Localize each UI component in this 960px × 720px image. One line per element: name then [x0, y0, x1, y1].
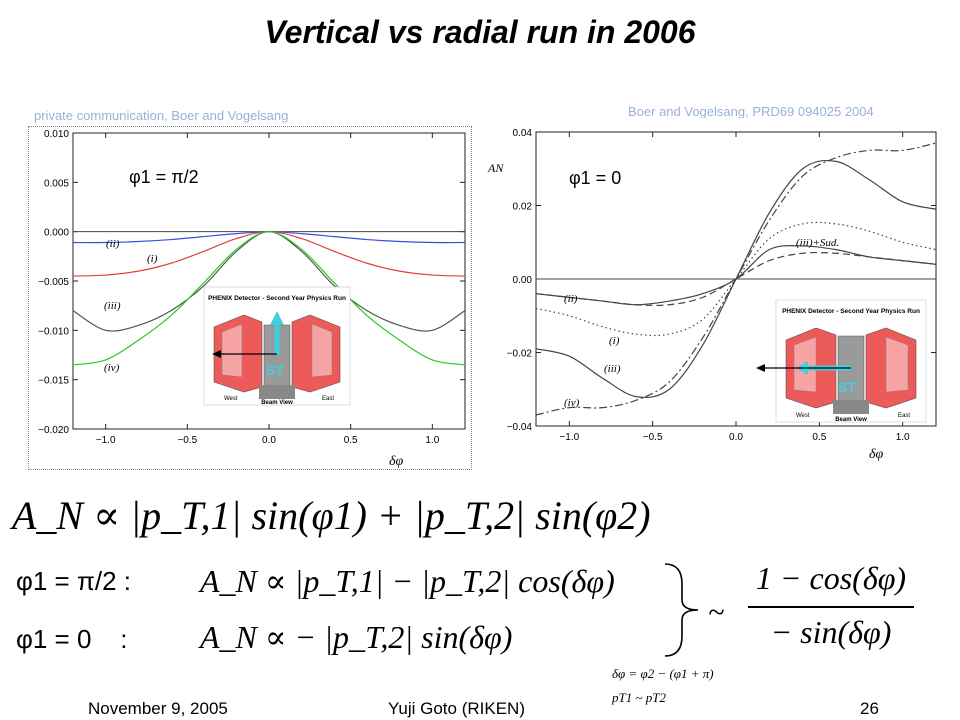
slide-title: Vertical vs radial run in 2006: [264, 14, 696, 50]
pt-relation: pT1 ~ pT2: [612, 690, 666, 705]
left-y-tick-label-2: 0.000: [44, 228, 69, 239]
left-x-tick-label-0: −1.0: [96, 435, 116, 446]
right-brace: [664, 563, 699, 657]
left-credit: private communication, Boer and Vogelsan…: [34, 108, 289, 123]
case1-row: φ1 = π/2 :: [16, 566, 131, 597]
right-series-4: [535, 245, 937, 306]
right-curve-label-sud: (iii)+Sud.: [796, 237, 839, 249]
main-equation: A_N ∝ |p_T,1| sin(φ1) + |p_T,2| sin(φ2): [12, 493, 651, 538]
left-y-tick-label-0: 0.010: [44, 129, 69, 140]
left-curve-label-i: (i): [147, 253, 158, 265]
left-x-axis-label: δφ: [389, 454, 404, 469]
right-credit: Boer and Vogelsang, PRD69 094025 2004: [628, 104, 874, 119]
left-curve-label-iv: (iv): [104, 362, 120, 374]
ratio-numerator: 1 − cos(δφ): [755, 560, 907, 596]
left-y-tick-label-1: 0.005: [44, 178, 69, 189]
footer-author: Yuji Goto (RIKEN): [388, 699, 525, 718]
right-x-tick-label-0: −1.0: [559, 432, 579, 443]
left-curve-label-iii: (iii): [104, 300, 121, 312]
right-inset-title: PHENIX Detector - Second Year Physics Ru…: [782, 308, 920, 315]
left-condition-label: φ1 = π/2: [129, 167, 199, 187]
right-detector-inset: PHENIX Detector - Second Year Physics Ru…: [756, 299, 927, 423]
right-y-tick-label-1: 0.02: [513, 202, 533, 213]
right-x-tick-label-2: 0.0: [729, 432, 743, 443]
left-spin-label: ST: [266, 362, 284, 378]
right-y-tick-label-2: 0.00: [513, 275, 533, 286]
left-chart-panel: 0.010 0.005 0.000 −0.005 −0.010 −0.015 −0.020 −…: [28, 126, 472, 470]
ratio-bar: [748, 606, 914, 608]
ratio-denominator: − sin(δφ): [770, 614, 892, 650]
left-y-tick-label-5: −0.015: [38, 376, 69, 387]
right-spin-label: ST: [838, 379, 856, 395]
case1-label: φ1 = π/2 :: [16, 566, 132, 596]
left-y-tick-label-3: −0.005: [38, 277, 69, 288]
tilde: ~: [708, 596, 725, 629]
left-inset-west: West: [224, 396, 238, 402]
left-chart: 0.010 0.005 0.000 −0.005 −0.010 −0.015 −0.020 −…: [38, 129, 466, 469]
case2-row: φ1 = 0 :: [16, 624, 128, 655]
right-y-tick-label-3: −0.02: [507, 349, 533, 360]
right-curve-label-iii: (iii): [604, 363, 621, 375]
left-series-1: [72, 231, 466, 277]
right-x-tick-label-1: −0.5: [643, 432, 663, 443]
left-y-tick-label-4: −0.010: [38, 326, 69, 337]
case2-label: φ1 = 0 :: [16, 624, 128, 654]
left-x-tick-label-1: −0.5: [177, 435, 197, 446]
delta-phi-definition: δφ = φ2 − (φ1 + π): [612, 666, 714, 681]
right-curve-label-ii: (ii): [564, 293, 578, 305]
left-x-tick-label-3: 0.5: [344, 435, 358, 446]
footer-date: November 9, 2005: [88, 699, 228, 718]
left-y-tick-label-6: −0.020: [38, 425, 69, 436]
right-y-tick-label-4: −0.04: [507, 422, 533, 433]
right-y-axis-label: AN: [487, 161, 504, 175]
right-inset-caption: Beam View: [835, 417, 867, 423]
right-curve-label-i: (i): [609, 335, 620, 347]
right-inset-west: West: [796, 413, 810, 419]
right-inset-east: East: [898, 413, 910, 419]
left-inset-caption: Beam View: [261, 400, 293, 406]
case1-equation: A_N ∝ |p_T,1| − |p_T,2| cos(δφ): [200, 563, 615, 599]
right-chart-panel: 0.04 0.02 0.00 −0.02 −0.04 −1.0 −0.5 0.0 0.5 1.0 …: [484, 118, 948, 470]
footer-page-number: 26: [860, 699, 879, 718]
left-curve-label-ii: (ii): [106, 238, 120, 250]
right-x-axis-label: δφ: [869, 447, 884, 462]
left-series-0: [72, 231, 466, 244]
left-inset-title: PHENIX Detector - Second Year Physics Ru…: [208, 295, 346, 302]
right-x-tick-label-3: 0.5: [812, 432, 826, 443]
left-x-tick-label-2: 0.0: [262, 435, 276, 446]
right-condition-label: φ1 = 0: [569, 168, 621, 188]
left-series-3: [72, 231, 466, 366]
right-chart: 0.040.020.00−0.02−0.04−1.0 −0.5 0.0 0.5 1.0 …: [487, 128, 937, 462]
right-y-tick-label-0: 0.04: [513, 128, 533, 139]
case2-equation: A_N ∝ − |p_T,2| sin(δφ): [200, 619, 513, 655]
left-x-tick-label-4: 1.0: [425, 435, 439, 446]
right-curve-label-iv: (iv): [564, 397, 580, 409]
left-inset-east: East: [322, 396, 334, 402]
left-detector-inset: PHENIX Detector - Second Year Physics Ru…: [203, 286, 351, 406]
right-x-tick-label-4: 1.0: [896, 432, 910, 443]
